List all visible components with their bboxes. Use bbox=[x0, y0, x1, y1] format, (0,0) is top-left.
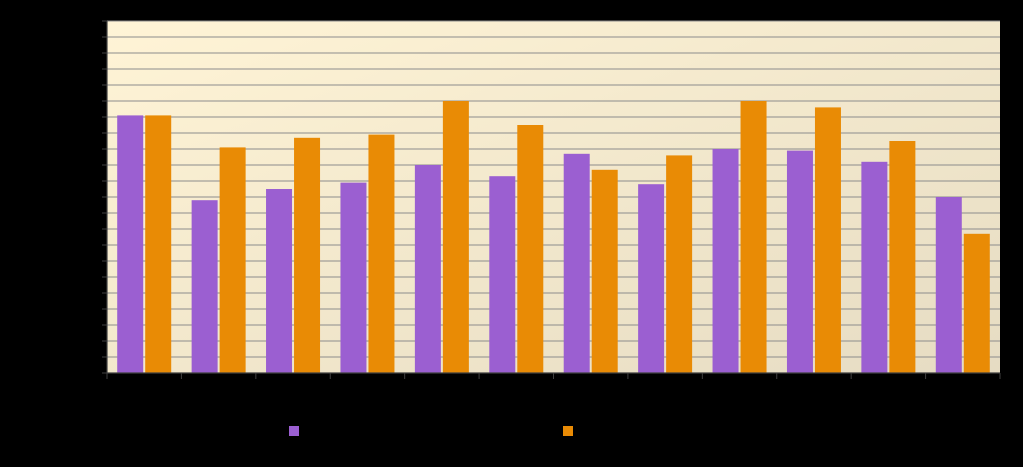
bar-series2-8 bbox=[666, 155, 693, 373]
legend bbox=[289, 426, 573, 436]
bar-series1-1 bbox=[117, 115, 144, 374]
bar-series1-4 bbox=[340, 182, 367, 373]
bar-series1-9 bbox=[712, 149, 739, 373]
bar-series2-11 bbox=[889, 141, 916, 373]
bar-series1-6 bbox=[489, 176, 516, 373]
bar-series1-3 bbox=[266, 189, 293, 373]
bar-series1-11 bbox=[861, 161, 888, 373]
legend-swatch-2 bbox=[563, 426, 573, 436]
bar-series2-6 bbox=[517, 125, 544, 373]
bar-series2-1 bbox=[145, 115, 172, 374]
bar-series1-5 bbox=[414, 165, 441, 373]
gridlines bbox=[107, 20, 1000, 358]
bar-series2-5 bbox=[442, 101, 469, 373]
bar-series2-2 bbox=[219, 147, 246, 373]
bar-series1-8 bbox=[638, 184, 665, 373]
bar-series1-7 bbox=[563, 153, 590, 373]
legend-swatch-1 bbox=[289, 426, 299, 436]
bar-series2-9 bbox=[740, 101, 767, 373]
bar-series2-4 bbox=[368, 134, 395, 373]
axes bbox=[102, 20, 1001, 379]
bar-series2-10 bbox=[814, 107, 841, 374]
bar-series2-3 bbox=[294, 137, 321, 373]
bars bbox=[117, 101, 990, 374]
bar-series1-10 bbox=[786, 150, 813, 373]
bar-series1-12 bbox=[935, 197, 962, 373]
bar-series1-2 bbox=[191, 200, 218, 373]
bar-series2-7 bbox=[591, 169, 618, 373]
bar-series2-12 bbox=[963, 233, 990, 373]
